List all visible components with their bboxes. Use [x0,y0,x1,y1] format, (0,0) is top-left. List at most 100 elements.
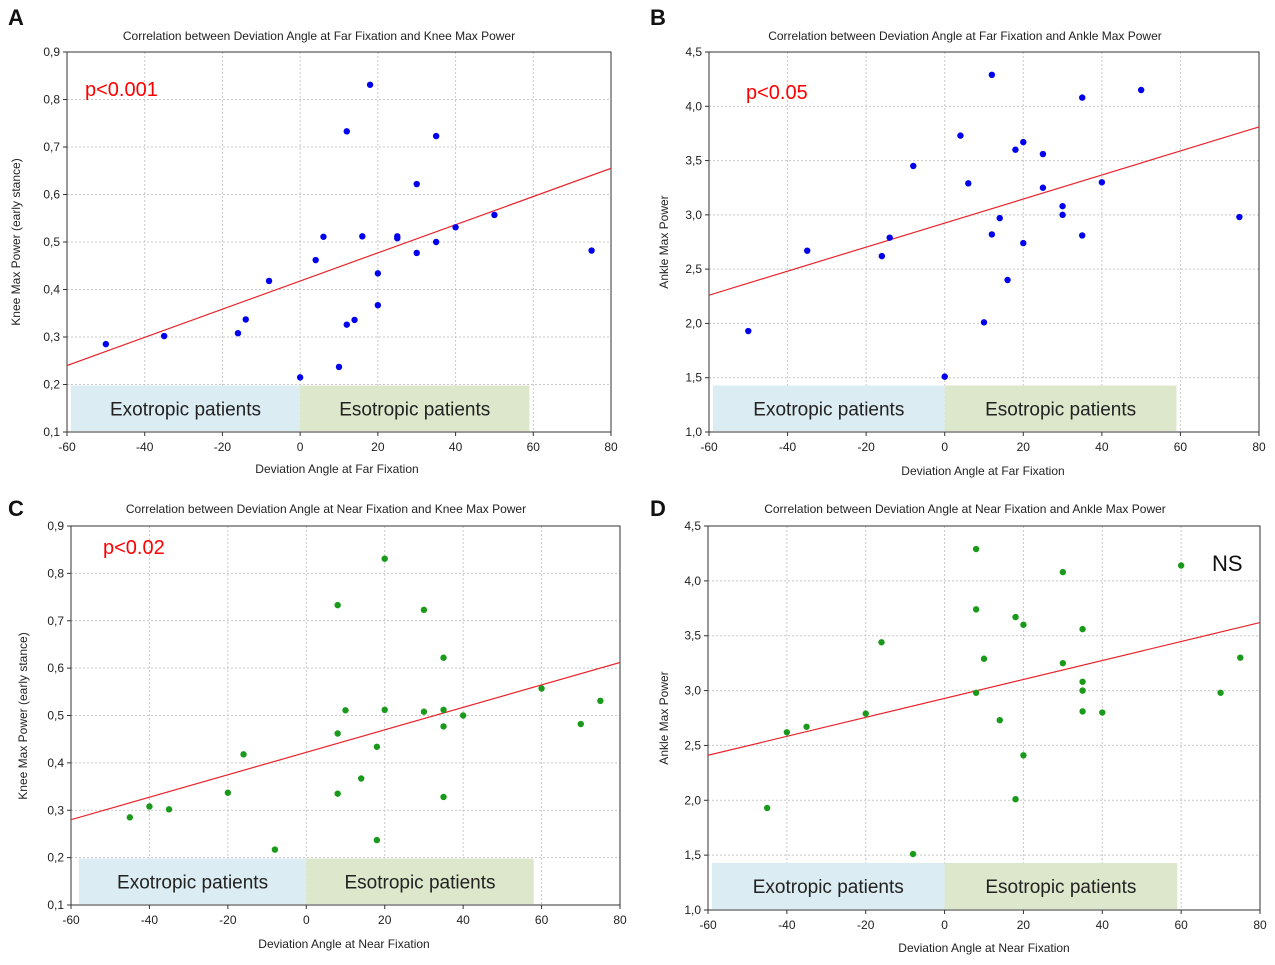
data-point [577,720,584,728]
data-point [296,374,304,381]
data-point [381,555,388,562]
x-tick-label: 80 [604,440,618,454]
data-point [972,606,980,613]
y-tick-label: 0,9 [43,45,60,59]
data-point [980,319,988,326]
data-point [878,252,886,260]
esotropic-region [300,385,530,431]
y-tick-label: 1,0 [685,425,702,439]
significance-annotation: p<0.02 [103,537,165,559]
y-tick-label: 1,5 [684,848,701,862]
plot-area [71,526,620,905]
data-point [413,180,420,188]
significance-annotation: p<0.001 [85,79,158,101]
regression-line [71,661,620,821]
data-point [351,316,358,324]
x-tick-label: 60 [1174,440,1188,454]
esotropic-region [944,863,1178,909]
data-point [1004,276,1011,284]
x-tick-label: -20 [857,440,875,454]
y-tick-label: 4,5 [685,45,702,59]
data-point [965,180,972,187]
y-tick-label: 0,6 [47,661,64,675]
x-tick-label: 80 [1252,440,1266,454]
x-tick-label: 0 [297,440,304,454]
data-point [1039,150,1047,158]
data-point [909,850,917,858]
x-tick-label: 20 [371,440,385,454]
data-point [980,655,988,662]
x-tick-label: -40 [141,913,159,927]
data-point [413,249,420,257]
esotropic-label: Esotropic patients [339,399,490,420]
data-point [334,601,341,609]
data-point [160,332,168,340]
panel-letter: D [650,496,666,521]
panel-letter: A [8,5,24,30]
data-point [146,803,153,810]
x-tick-label: 60 [1174,918,1188,932]
x-tick-label: -20 [214,440,232,454]
y-tick-label: 0,8 [43,93,60,107]
x-tick-label: 40 [1095,440,1109,454]
x-tick-label: 40 [456,913,470,927]
y-tick-label: 0,5 [43,235,60,249]
significance-annotation: NS [1212,551,1243,576]
data-point [886,234,893,241]
x-tick-label: -40 [778,918,796,932]
data-point [366,81,374,88]
x-tick-label: 0 [303,913,310,927]
data-point [1020,138,1027,146]
x-tick-label: -60 [699,918,717,932]
data-point [745,327,752,335]
exotropic-label: Exotropic patients [117,872,268,893]
regression-line [67,167,611,367]
y-tick-label: 0,1 [43,425,60,439]
y-tick-label: 1,0 [684,903,701,917]
x-tick-label: -40 [136,440,154,454]
data-point [459,712,467,719]
data-point [1012,613,1019,621]
y-tick-label: 0,3 [47,803,64,817]
y-tick-label: 0,1 [47,898,64,912]
data-point [588,247,595,254]
data-point [126,814,134,821]
y-tick-label: 2,5 [684,738,701,752]
y-tick-label: 0,2 [47,851,64,865]
data-point [1020,621,1027,628]
data-point [910,162,917,170]
plot-frame [707,525,1261,911]
data-point [1137,86,1145,94]
y-axis-label: Ankle Max Power [657,671,671,764]
data-point [440,793,447,801]
data-point [373,743,381,750]
panel-letter: B [650,5,666,30]
y-tick-label: 0,3 [43,330,60,344]
y-tick-label: 2,0 [684,793,701,807]
y-axis-label: Knee Max Power (early stance) [16,632,30,799]
data-point [1217,689,1224,696]
x-axis-label: Deviation Angle at Far Fixation [255,462,418,476]
data-point [432,132,440,140]
x-tick-label: -60 [58,440,76,454]
data-point [972,545,980,553]
y-tick-label: 4,5 [684,519,701,533]
y-tick-label: 0,5 [47,709,64,723]
data-point [320,233,327,240]
data-point [1039,184,1047,191]
data-point [335,363,343,371]
esotropic-region [306,858,534,904]
x-axis-label: Deviation Angle at Far Fixation [901,464,1064,478]
plot-frame [708,51,1260,433]
esotropic-label: Esotropic patients [985,877,1136,898]
x-tick-label: 60 [527,440,541,454]
esotropic-label: Esotropic patients [344,872,495,893]
x-tick-label: -20 [857,918,875,932]
data-point [381,706,388,714]
data-point [374,270,382,277]
data-point [491,211,498,219]
data-point [1079,625,1086,633]
exotropic-region [70,385,301,431]
